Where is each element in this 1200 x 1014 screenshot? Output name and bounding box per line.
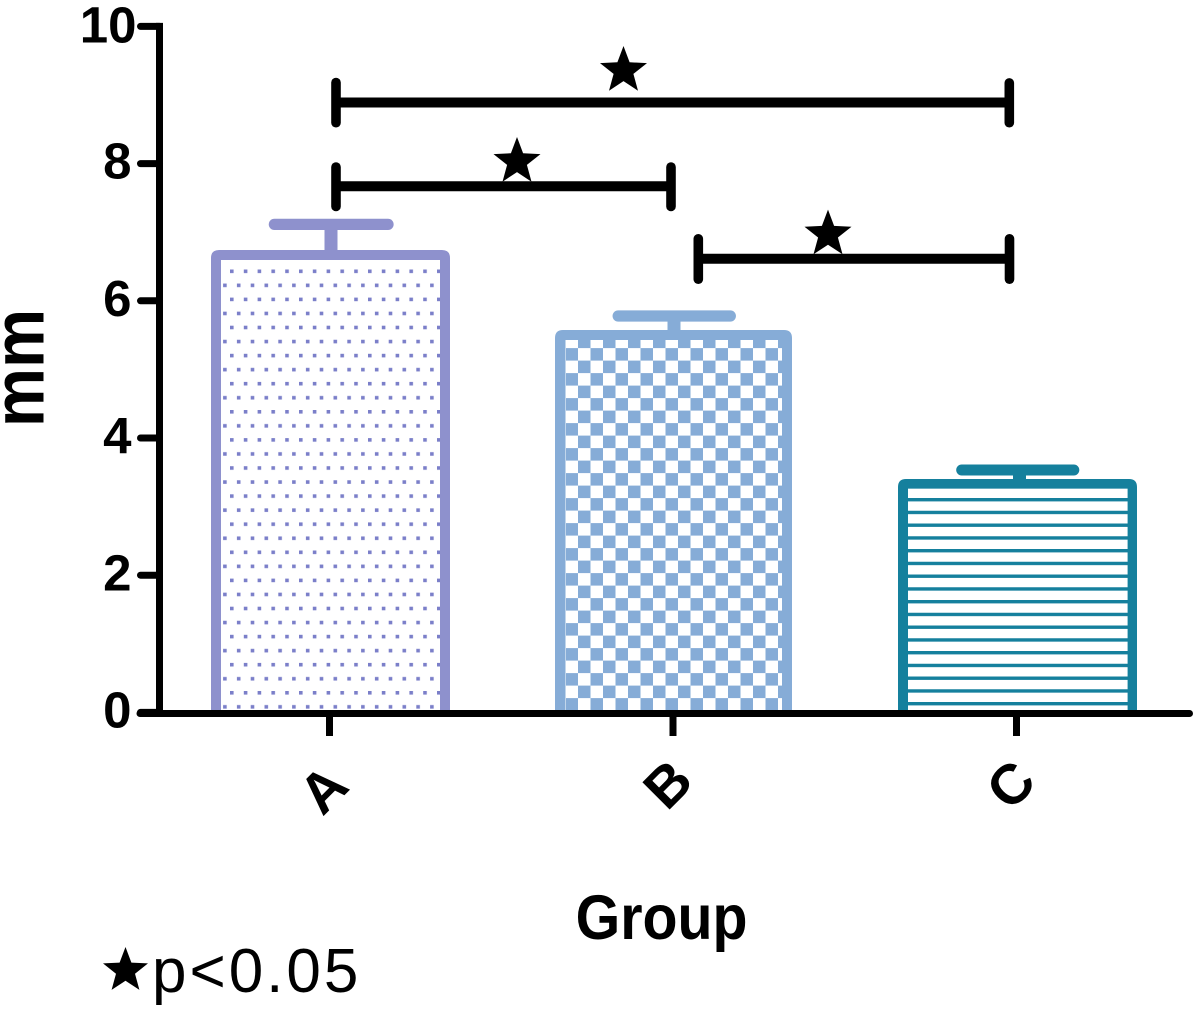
svg-text:4: 4 [103, 407, 132, 464]
svg-text:p<0.05: p<0.05 [152, 937, 361, 1006]
svg-text:6: 6 [103, 270, 131, 327]
svg-text:mm: mm [0, 309, 59, 427]
svg-text:10: 10 [80, 0, 137, 54]
svg-text:2: 2 [103, 544, 131, 601]
svg-text:Group: Group [576, 881, 748, 952]
svg-text:0: 0 [103, 682, 131, 739]
svg-text:8: 8 [103, 133, 131, 190]
